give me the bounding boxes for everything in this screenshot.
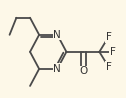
Text: O: O: [79, 66, 88, 76]
Text: F: F: [110, 47, 116, 57]
Text: N: N: [53, 64, 61, 74]
Text: F: F: [106, 32, 111, 42]
Text: F: F: [106, 62, 111, 72]
Text: N: N: [53, 30, 61, 40]
